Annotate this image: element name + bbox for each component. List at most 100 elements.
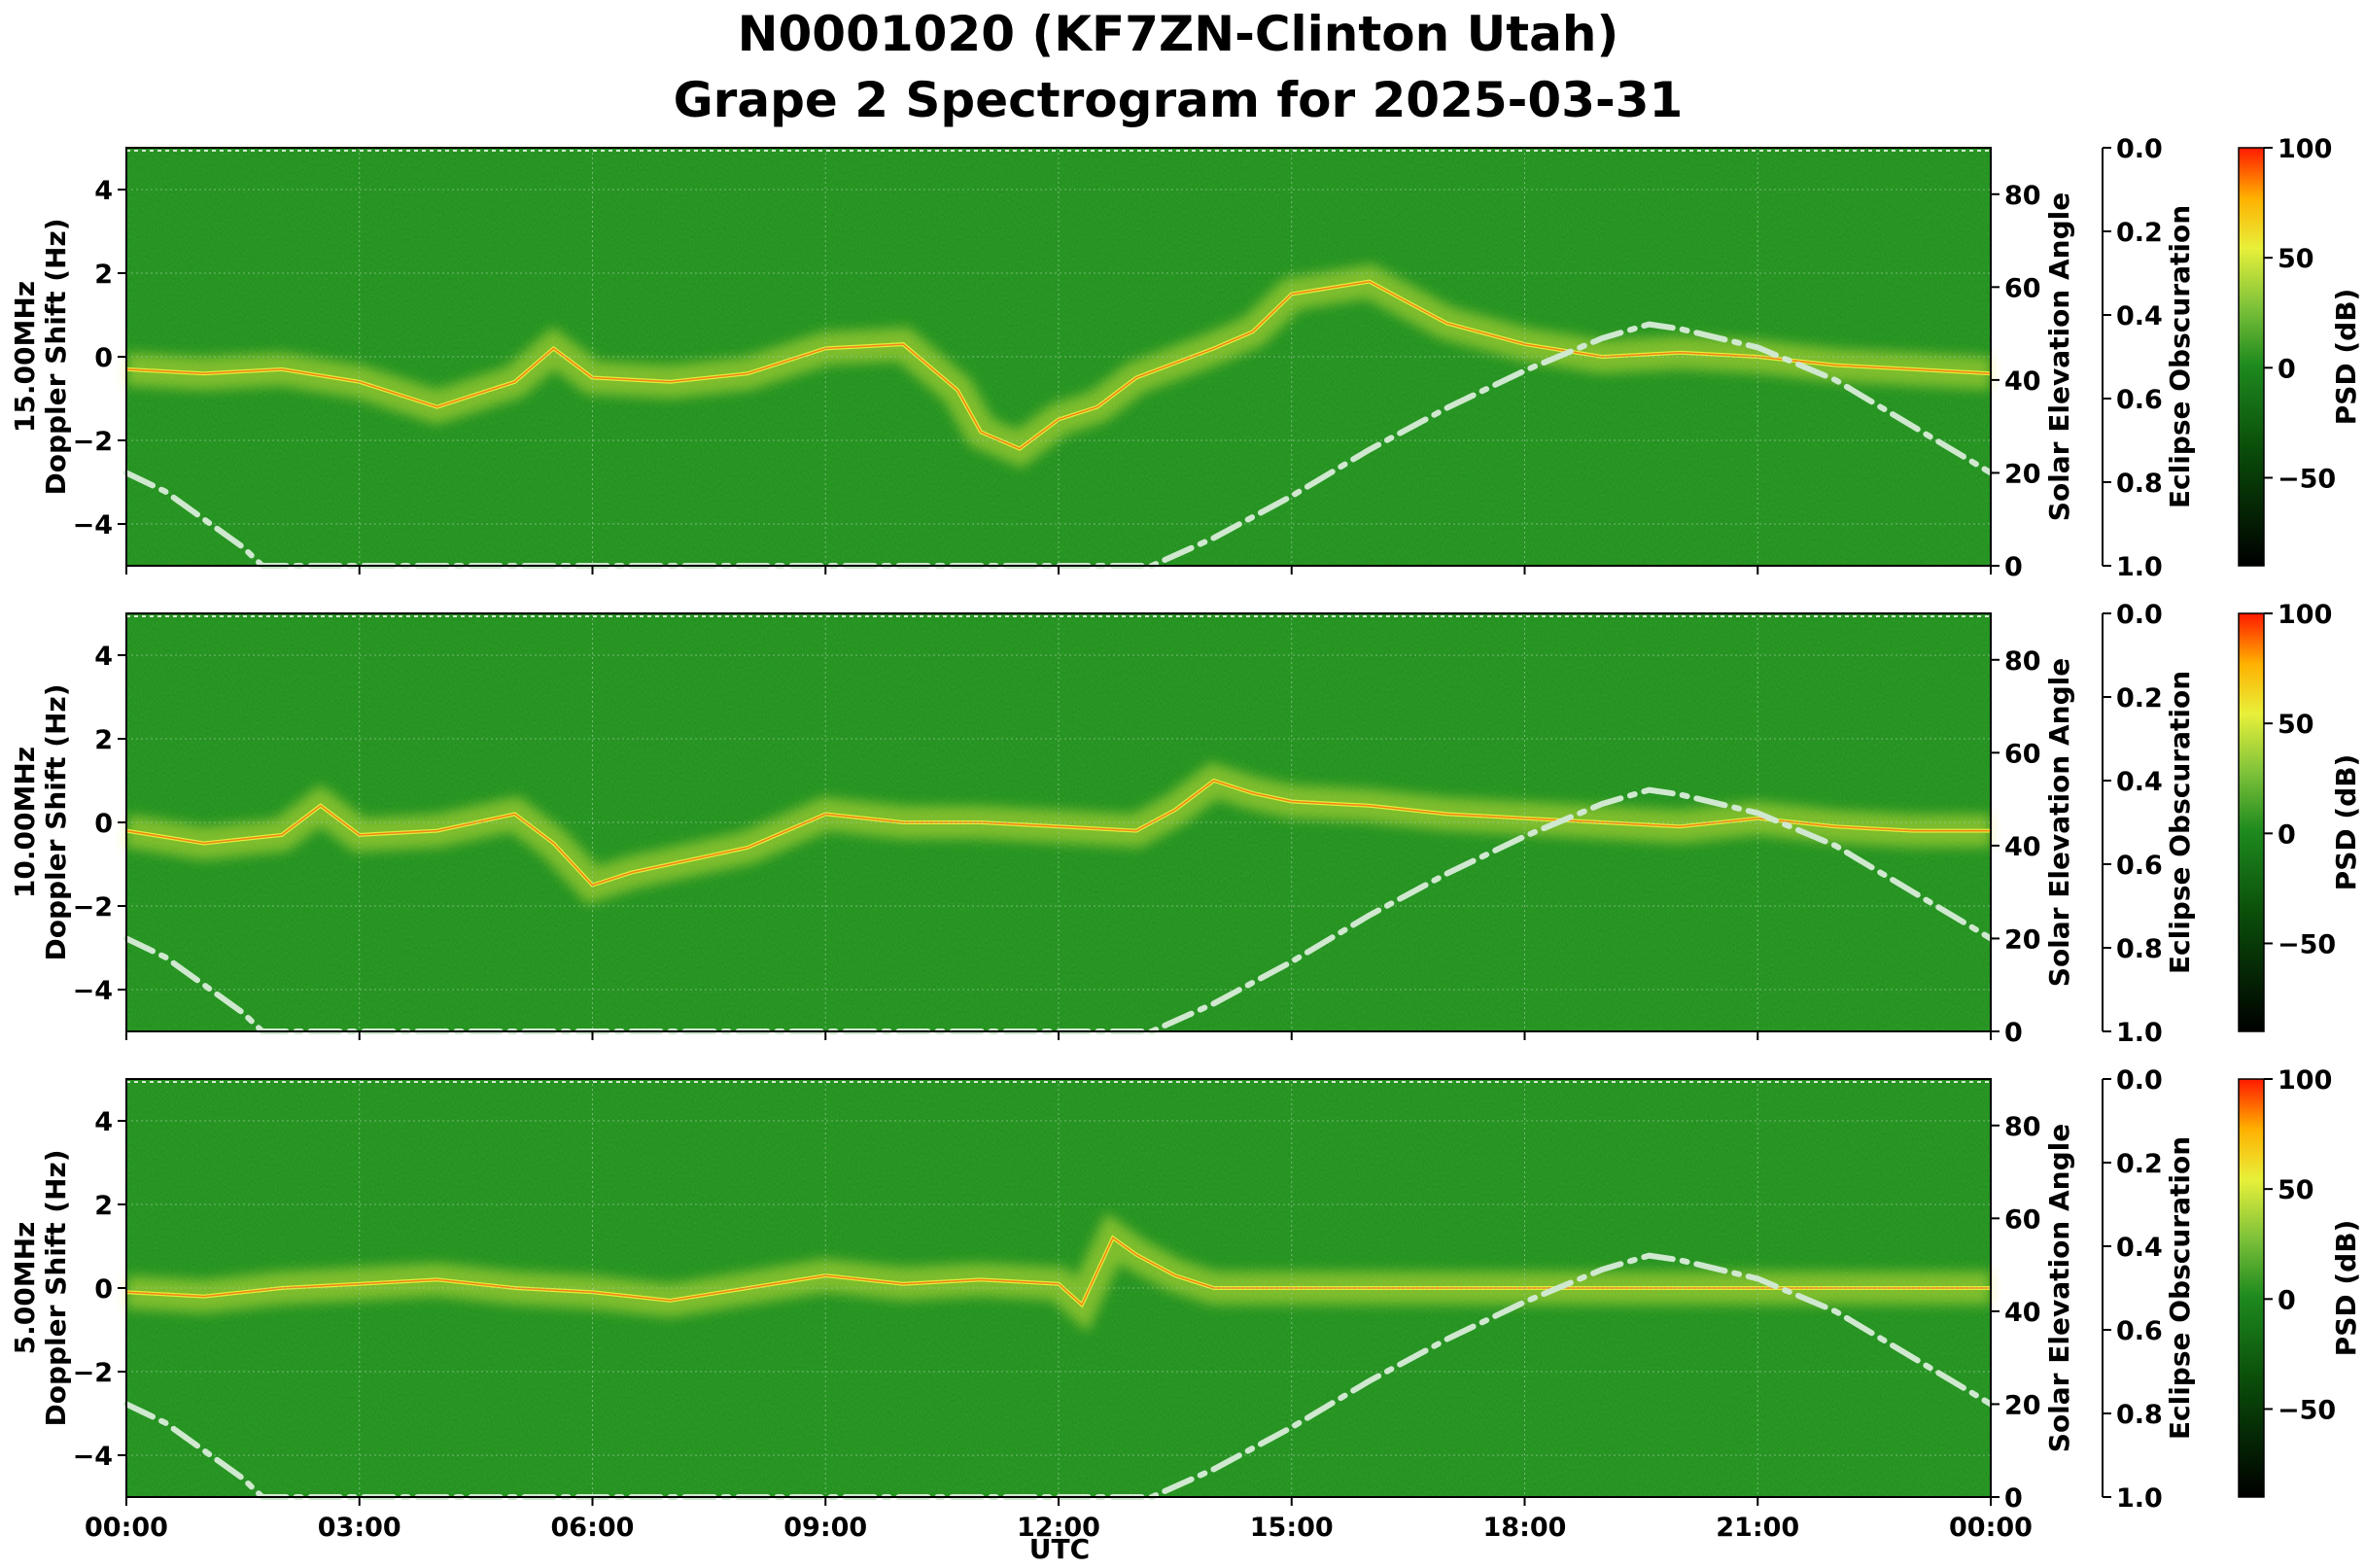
solar-axis-label-group: Solar Elevation Angle — [2043, 192, 2075, 521]
y-tick-label: −2 — [73, 892, 113, 923]
x-tick-label: 03:00 — [318, 1513, 401, 1543]
y-axis-label: Doppler Shift (Hz) — [40, 1149, 72, 1426]
solar-tick-label: 40 — [2004, 1298, 2041, 1328]
solar-tick-label: 0 — [2004, 1483, 2023, 1514]
colorbar-tick-label: 50 — [2278, 244, 2314, 274]
eclipse-tick-label: 0.0 — [2116, 600, 2163, 630]
y-axis-label-group: 5.00MHz Doppler Shift (Hz) — [9, 1149, 72, 1426]
y-tick-label: 0 — [94, 343, 113, 373]
eclipse-tick-label: 0.6 — [2116, 851, 2163, 881]
colorbar-label: PSD (dB) — [2330, 1220, 2362, 1357]
x-tick-label: 12:00 — [1017, 1513, 1100, 1543]
y-tick-label: 4 — [94, 642, 113, 672]
eclipse-tick-label: 0.8 — [2116, 1400, 2163, 1430]
solar-tick-label: 80 — [2004, 1112, 2041, 1142]
eclipse-tick-label: 0.2 — [2116, 1149, 2163, 1179]
y-tick-label: 0 — [94, 1274, 113, 1305]
panel-2: 420−2−45.00MHz Doppler Shift (Hz)02040608… — [9, 1065, 2362, 1543]
eclipse-axis-label: Eclipse Obscuration — [2164, 205, 2196, 508]
eclipse-tick-label: 0.4 — [2116, 767, 2163, 797]
colorbar-label-group: PSD (dB) — [2330, 1220, 2362, 1357]
y-axis-label-group: 15.00MHz Doppler Shift (Hz) — [9, 218, 72, 495]
solar-tick-label: 20 — [2004, 924, 2041, 955]
colorbar-tick-label: 0 — [2278, 1285, 2296, 1315]
doppler-trace-peak — [125, 780, 1991, 887]
eclipse-tick-label: 0.4 — [2116, 1233, 2163, 1263]
psd-colorbar — [2238, 1078, 2265, 1498]
frequency-label: 10.00MHz — [9, 747, 41, 898]
panel-1: 420−2−410.00MHz Doppler Shift (Hz)0204060… — [9, 600, 2362, 1048]
psd-colorbar — [2238, 147, 2265, 567]
x-tick-label: 15:00 — [1250, 1513, 1334, 1543]
y-axis-label: Doppler Shift (Hz) — [40, 218, 72, 495]
x-tick-label: 06:00 — [551, 1513, 635, 1543]
eclipse-tick-label: 0.2 — [2116, 683, 2163, 714]
y-tick-label: −2 — [73, 427, 113, 457]
figure-title-line1: N0001020 (KF7ZN-Clinton Utah) — [738, 6, 1619, 62]
solar-elevation-curve — [123, 1252, 1994, 1500]
colorbar-label: PSD (dB) — [2330, 754, 2362, 891]
x-tick-label: 21:00 — [1716, 1513, 1799, 1543]
colorbar-tick-label: 50 — [2278, 1175, 2314, 1205]
y-tick-label: −4 — [73, 976, 113, 1006]
eclipse-tick-label: 1.0 — [2116, 552, 2163, 582]
solar-tick-label: 60 — [2004, 739, 2041, 769]
eclipse-tick-label: 0.6 — [2116, 1316, 2163, 1346]
solar-tick-label: 20 — [2004, 459, 2041, 489]
colorbar-tick-label: −50 — [2278, 929, 2336, 959]
y-tick-label: −4 — [73, 510, 113, 540]
x-tick-label: 00:00 — [85, 1513, 168, 1543]
solar-tick-label: 0 — [2004, 1018, 2023, 1048]
colorbar-tick-label: 50 — [2278, 710, 2314, 740]
eclipse-tick-label: 1.0 — [2116, 1018, 2163, 1048]
solar-tick-label: 40 — [2004, 366, 2041, 397]
y-tick-label: 4 — [94, 1107, 113, 1137]
x-tick-label: 09:00 — [783, 1513, 867, 1543]
frequency-label: 5.00MHz — [9, 1222, 41, 1355]
solar-tick-label: 0 — [2004, 552, 2023, 582]
psd-colorbar — [2238, 612, 2265, 1032]
doppler-trace-peak — [125, 1237, 1991, 1307]
solar-tick-label: 60 — [2004, 273, 2041, 303]
colorbar-label-group: PSD (dB) — [2330, 754, 2362, 891]
y-tick-label: 2 — [94, 260, 113, 290]
y-tick-label: −2 — [73, 1358, 113, 1388]
colorbar-label: PSD (dB) — [2330, 289, 2362, 426]
eclipse-tick-label: 0.2 — [2116, 218, 2163, 248]
y-tick-label: 2 — [94, 1191, 113, 1221]
colorbar-tick-label: 100 — [2278, 600, 2332, 630]
eclipse-axis-label: Eclipse Obscuration — [2164, 1136, 2196, 1440]
panel-0: 420−2−415.00MHz Doppler Shift (Hz)0204060… — [9, 134, 2362, 582]
eclipse-axis-label-group: Eclipse Obscuration — [2164, 1136, 2196, 1440]
eclipse-axis-label: Eclipse Obscuration — [2164, 671, 2196, 974]
y-axis-label-group: 10.00MHz Doppler Shift (Hz) — [9, 683, 72, 960]
eclipse-axis-label-group: Eclipse Obscuration — [2164, 205, 2196, 508]
x-tick-label: 00:00 — [1949, 1513, 2033, 1543]
solar-tick-label: 60 — [2004, 1204, 2041, 1235]
y-tick-label: −4 — [73, 1442, 113, 1472]
x-axis-label: UTC — [1029, 1533, 1090, 1565]
y-tick-label: 0 — [94, 809, 113, 839]
colorbar-label-group: PSD (dB) — [2330, 289, 2362, 426]
x-tick-label: 18:00 — [1483, 1513, 1567, 1543]
eclipse-tick-label: 0.8 — [2116, 934, 2163, 964]
solar-axis-label: Solar Elevation Angle — [2043, 1124, 2075, 1452]
eclipse-tick-label: 0.0 — [2116, 134, 2163, 164]
panels-container: 420−2−415.00MHz Doppler Shift (Hz)0204060… — [9, 134, 2362, 1543]
solar-axis-label-group: Solar Elevation Angle — [2043, 1124, 2075, 1452]
eclipse-tick-label: 0.0 — [2116, 1065, 2163, 1096]
colorbar-tick-label: 0 — [2278, 354, 2296, 384]
figure-title-line2: Grape 2 Spectrogram for 2025-03-31 — [674, 72, 1684, 128]
y-tick-label: 2 — [94, 725, 113, 755]
solar-tick-label: 80 — [2004, 181, 2041, 211]
frequency-label: 15.00MHz — [9, 281, 41, 433]
colorbar-tick-label: 0 — [2278, 819, 2296, 850]
eclipse-tick-label: 1.0 — [2116, 1483, 2163, 1514]
eclipse-tick-label: 0.8 — [2116, 469, 2163, 499]
solar-tick-label: 80 — [2004, 646, 2041, 677]
solar-axis-label: Solar Elevation Angle — [2043, 192, 2075, 521]
solar-elevation-curve — [123, 786, 1994, 1034]
y-tick-label: 4 — [94, 176, 113, 206]
colorbar-tick-label: 100 — [2278, 134, 2332, 164]
